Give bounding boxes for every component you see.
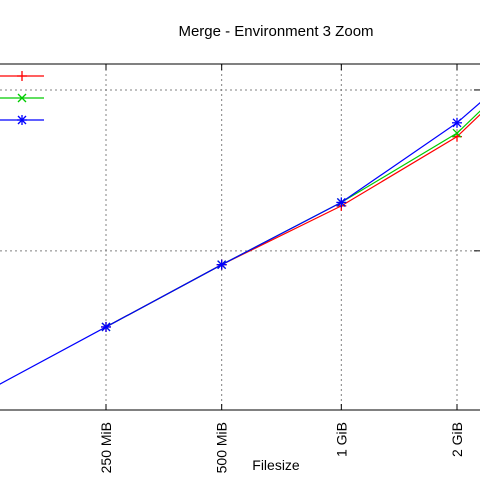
series-line bbox=[105, 113, 480, 328]
series-line bbox=[0, 102, 480, 385]
x-axis-label: Filesize bbox=[252, 457, 300, 473]
series-2 bbox=[101, 110, 480, 332]
x-tick-label: 500 MiB bbox=[214, 422, 230, 473]
data-point bbox=[216, 259, 227, 270]
x-tick-label: 1 GiB bbox=[333, 422, 349, 457]
x-tick-labels: 250 MiB 500 MiB 1 GiB 2 GiB bbox=[98, 422, 465, 473]
marker-stroke bbox=[17, 93, 27, 103]
grid-lines bbox=[0, 64, 480, 410]
series-line bbox=[105, 110, 480, 328]
series-layer bbox=[0, 102, 480, 385]
marker-stroke bbox=[17, 115, 27, 125]
axes bbox=[0, 63, 480, 411]
x-tick-label: 250 MiB bbox=[98, 422, 114, 473]
x-tick-label: 2 GiB bbox=[449, 422, 465, 457]
marker-stroke bbox=[101, 322, 111, 332]
marker-stroke bbox=[217, 260, 227, 270]
data-point bbox=[336, 197, 347, 208]
data-point bbox=[452, 128, 462, 138]
legend bbox=[0, 71, 44, 125]
data-point bbox=[452, 117, 462, 128]
marker-stroke bbox=[452, 128, 462, 138]
legend-entry bbox=[0, 115, 44, 125]
data-point bbox=[101, 321, 111, 332]
series-3 bbox=[0, 102, 480, 385]
marker-stroke bbox=[452, 118, 462, 128]
marker-stroke bbox=[336, 197, 346, 207]
legend-entry bbox=[0, 71, 44, 81]
legend-entry bbox=[0, 93, 44, 103]
series-1 bbox=[101, 113, 480, 332]
chart-title: Merge - Environment 3 Zoom bbox=[178, 23, 373, 40]
